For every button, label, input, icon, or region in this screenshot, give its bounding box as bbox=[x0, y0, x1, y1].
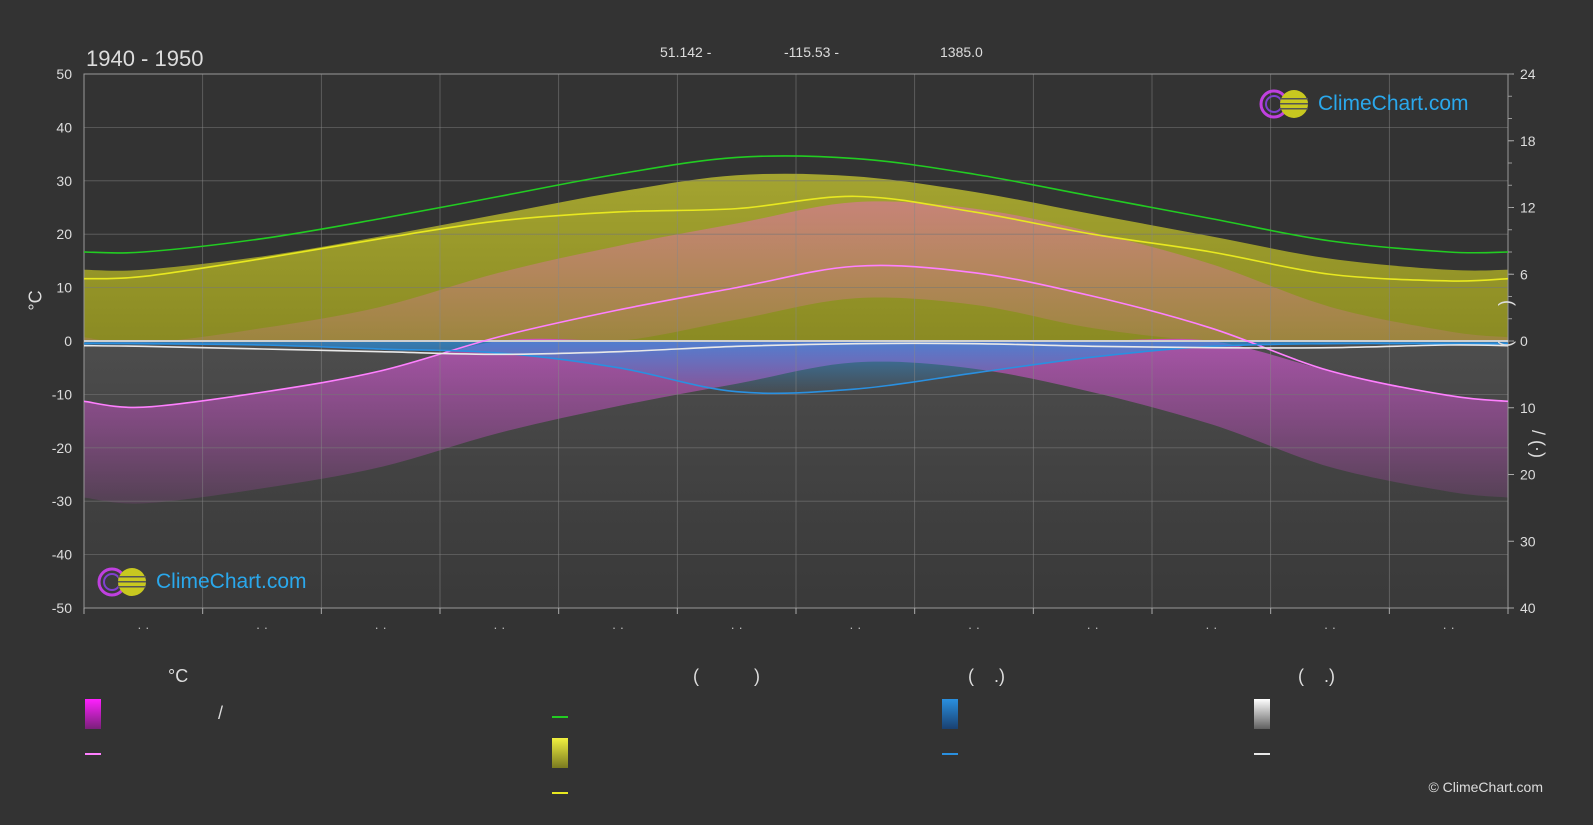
left-tick-label: 50 bbox=[56, 66, 72, 82]
legend-swatch-daylight bbox=[552, 716, 568, 718]
legend-head-temperature: °C bbox=[168, 666, 189, 686]
month-label: · · bbox=[375, 620, 387, 635]
left-tick-label: -50 bbox=[52, 600, 72, 616]
legend-swatch-rain-mean bbox=[942, 753, 958, 755]
logo-bottom[interactable]: ClimeChart.com bbox=[96, 566, 307, 598]
rain-line bbox=[84, 342, 1508, 395]
climechart-logo-icon bbox=[1259, 89, 1308, 119]
legend-swatch-snow bbox=[1254, 699, 1270, 729]
month-label: · · bbox=[1443, 620, 1455, 635]
latitude-value: 51.142 - bbox=[660, 44, 712, 60]
right-bottom-tick-label: 40 bbox=[1520, 600, 1536, 616]
left-tick-label: -30 bbox=[52, 493, 72, 509]
left-tick-label: 10 bbox=[56, 280, 72, 296]
left-tick-label: -20 bbox=[52, 440, 72, 456]
legend-head-rain: ( .) bbox=[968, 666, 1005, 686]
left-tick-label: -40 bbox=[52, 547, 72, 563]
legend-head-sun: ( ) bbox=[693, 666, 760, 686]
month-label: · · bbox=[256, 620, 268, 635]
left-axis-title: °C bbox=[25, 290, 46, 311]
legend-swatch-temp-range bbox=[85, 699, 101, 729]
month-label: · · bbox=[731, 620, 743, 635]
logo-text: ClimeChart.com bbox=[1318, 92, 1469, 115]
chart-title: 1940 - 1950 bbox=[86, 46, 204, 71]
right-bottom-tick-label: 20 bbox=[1520, 467, 1536, 483]
temperature-line bbox=[84, 264, 1508, 409]
chart-ticks: 50 40 30 20 10 0 -10 -20 -30 -40 -50 24 18 12 6 0 10 20 30… bbox=[52, 66, 1536, 635]
chart-lines bbox=[84, 155, 1508, 409]
right-top-tick-label: 24 bbox=[1520, 66, 1536, 82]
logo-text: ClimeChart.com bbox=[156, 570, 307, 593]
logo-top[interactable]: ClimeChart.com bbox=[1258, 88, 1469, 120]
month-label: · · bbox=[849, 620, 861, 635]
month-label: · · bbox=[1087, 620, 1099, 635]
right-top-tick-label: 12 bbox=[1520, 200, 1536, 216]
legend-swatch-temp-mean bbox=[85, 753, 101, 755]
legend-swatch-rain bbox=[942, 699, 958, 729]
right-bottom-tick-label: 10 bbox=[1520, 400, 1536, 416]
right-top-tick-label: 6 bbox=[1520, 266, 1528, 282]
longitude-value: -115.53 - bbox=[784, 44, 839, 60]
month-label: · · bbox=[968, 620, 980, 635]
month-label: · · bbox=[137, 620, 149, 635]
month-label: · · bbox=[1324, 620, 1336, 635]
month-label: · · bbox=[612, 620, 624, 635]
legend-swatch-sunshine-mean bbox=[552, 792, 568, 794]
snow-line bbox=[84, 342, 1508, 356]
right-top-tick-label: 18 bbox=[1520, 133, 1536, 149]
elevation-value: 1385.0 bbox=[940, 44, 983, 60]
left-tick-label: 30 bbox=[56, 173, 72, 189]
right-top-tick-label: 0 bbox=[1520, 333, 1528, 349]
legend-swatch-snow-mean bbox=[1254, 753, 1270, 755]
legend-swatch-sunshine bbox=[552, 738, 568, 768]
right-axis-title-bottom: / (·) bbox=[1528, 430, 1548, 458]
sunshine-line bbox=[84, 195, 1508, 282]
daylight-line bbox=[84, 155, 1508, 254]
month-label: · · bbox=[1205, 620, 1217, 635]
left-tick-label: -10 bbox=[52, 386, 72, 402]
copyright-text: © ClimeChart.com bbox=[1428, 779, 1543, 795]
left-tick-label: 40 bbox=[56, 119, 72, 135]
legend-temp-slash: / bbox=[218, 703, 224, 723]
left-tick-label: 0 bbox=[64, 333, 72, 349]
left-tick-label: 20 bbox=[56, 226, 72, 242]
right-bottom-tick-label: 30 bbox=[1520, 533, 1536, 549]
right-axis-title-top: ( ) bbox=[1498, 300, 1518, 347]
climechart-logo-icon bbox=[97, 567, 146, 597]
legend-head-snow: ( .) bbox=[1298, 666, 1335, 686]
month-label: · · bbox=[493, 620, 505, 635]
